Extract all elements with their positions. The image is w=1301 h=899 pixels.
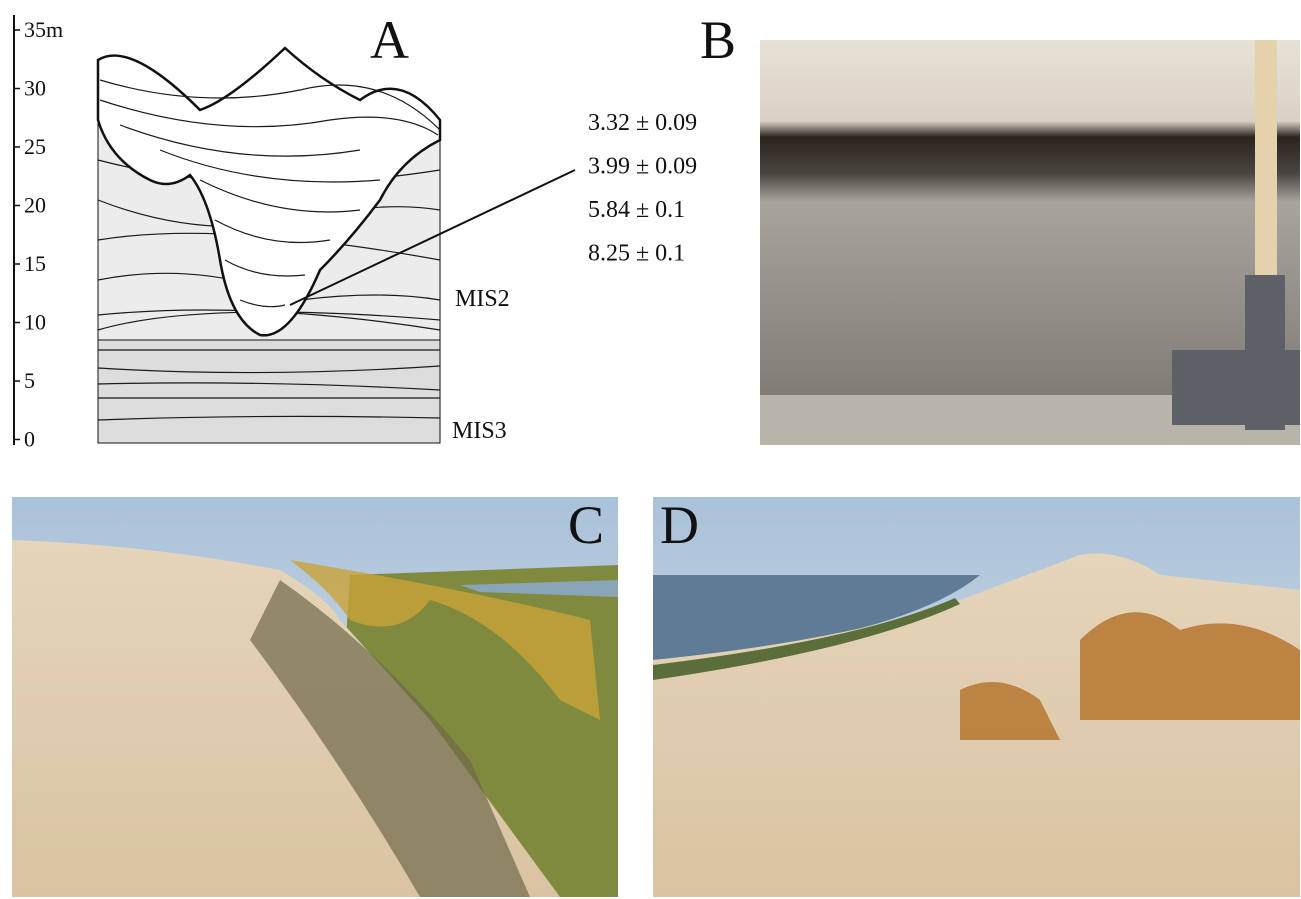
age-label: 5.84 ± 0.1 [588, 197, 685, 223]
figure: 35m 30 25 20 15 10 5 0 A 3.32 ± 0.09 3.99 ± 0.09… [0, 0, 1301, 899]
scale-label: 15 [24, 251, 46, 276]
ages: 3.32 ± 0.09 3.99 ± 0.09 5.84 ± 0.1 8.25 ± 0… [588, 110, 697, 267]
scale-label: 5 [24, 368, 35, 393]
age-label: 8.25 ± 0.1 [588, 241, 685, 267]
age-label: 3.32 ± 0.09 [588, 110, 697, 136]
unit-label: MIS2 [455, 286, 510, 312]
panel-b: B [700, 10, 1300, 445]
age-label: 3.99 ± 0.09 [588, 154, 697, 180]
panel-a: 35m 30 25 20 15 10 5 0 A 3.32 ± 0.09 3.99 ± 0.09… [14, 10, 697, 452]
scale-label: 20 [24, 193, 46, 218]
scale-label: 25 [24, 134, 46, 159]
panel-label: A [370, 10, 409, 70]
panel-d: D [653, 495, 1300, 897]
panel-c: C [12, 495, 618, 897]
photo-shovel-handle [1255, 40, 1277, 300]
scale-label: 10 [24, 310, 46, 335]
panel-label: B [700, 10, 736, 70]
scale-label: 30 [24, 76, 46, 101]
panel-label: C [568, 495, 604, 555]
panel-label: D [660, 495, 699, 555]
scale-ticks: 35m 30 25 20 15 10 5 0 [14, 17, 63, 452]
scale-label: 0 [24, 427, 35, 452]
scale-label: 35m [24, 17, 63, 42]
lower-strata [98, 340, 440, 443]
unit-label: MIS3 [452, 418, 507, 444]
